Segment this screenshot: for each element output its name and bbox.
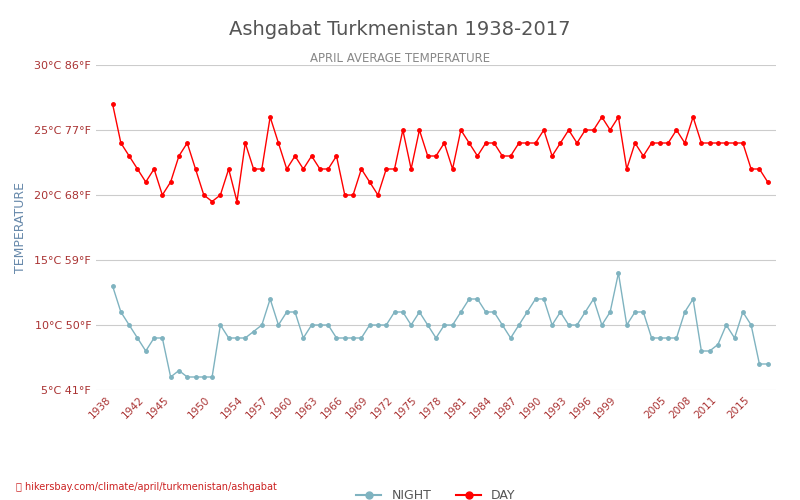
Y-axis label: TEMPERATURE: TEMPERATURE: [14, 182, 27, 273]
Text: Ashgabat Turkmenistan 1938-2017: Ashgabat Turkmenistan 1938-2017: [230, 20, 570, 39]
Legend: NIGHT, DAY: NIGHT, DAY: [351, 484, 521, 500]
Text: 📍 hikersbay.com/climate/april/turkmenistan/ashgabat: 📍 hikersbay.com/climate/april/turkmenist…: [16, 482, 277, 492]
Text: APRIL AVERAGE TEMPERATURE: APRIL AVERAGE TEMPERATURE: [310, 52, 490, 66]
